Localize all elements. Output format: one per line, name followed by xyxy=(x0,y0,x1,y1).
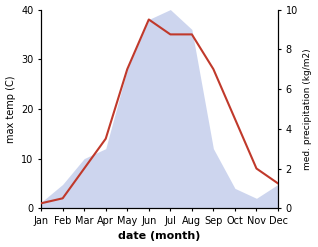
Y-axis label: med. precipitation (kg/m2): med. precipitation (kg/m2) xyxy=(303,48,313,170)
Y-axis label: max temp (C): max temp (C) xyxy=(5,75,16,143)
X-axis label: date (month): date (month) xyxy=(118,231,201,242)
